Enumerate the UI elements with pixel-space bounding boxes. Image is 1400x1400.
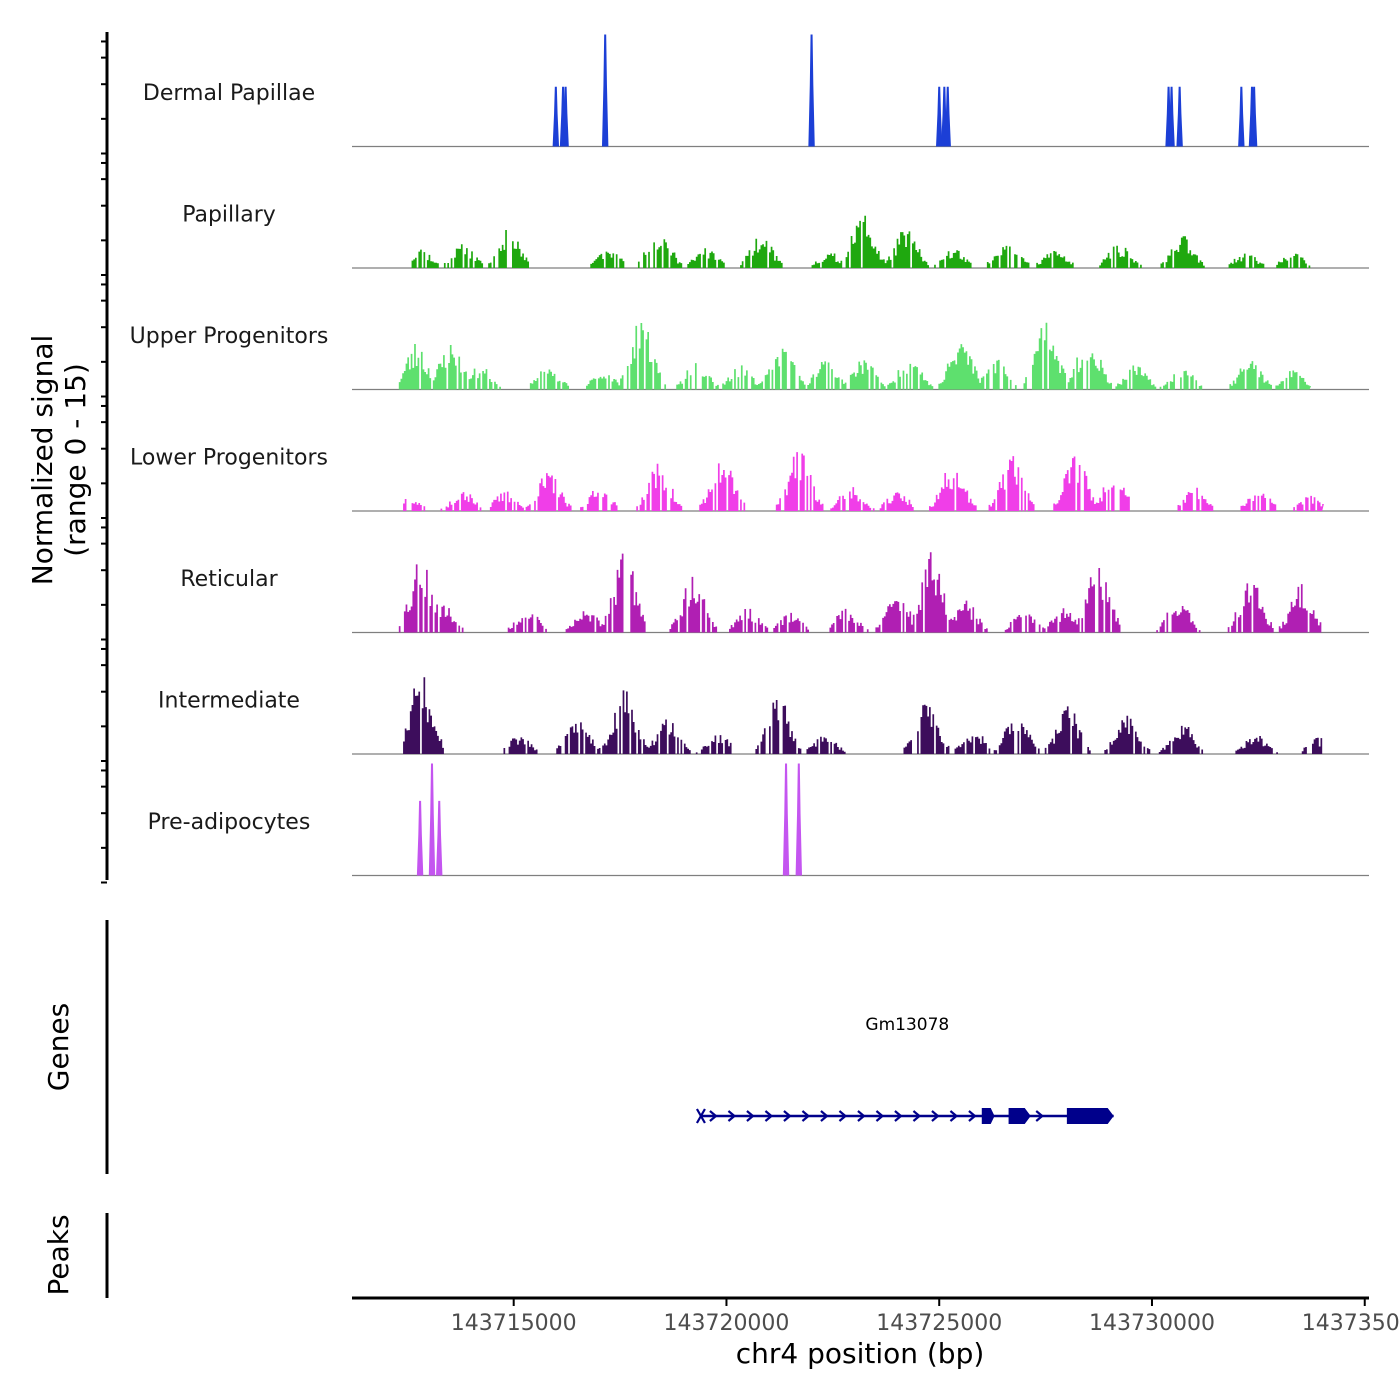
x-axis-title: chr4 position (bp) <box>736 1337 985 1370</box>
gene-track: Gm13078 <box>695 1015 1114 1124</box>
strand-arrow <box>764 1110 774 1122</box>
strand-arrow <box>949 1110 959 1122</box>
x-tick-label: 143730000 <box>1089 1311 1215 1336</box>
strand-arrow <box>801 1110 811 1122</box>
gene-name-label: Gm13078 <box>865 1015 949 1035</box>
track-label: Papillary <box>182 203 276 228</box>
signal-peak <box>436 800 443 876</box>
strand-arrow <box>857 1110 866 1122</box>
x-tick-label: 143720000 <box>663 1311 789 1336</box>
signal-peak <box>562 86 569 147</box>
track-pre-adipocytes: Pre-adipocytes <box>148 763 1369 877</box>
y-axis-title-line1: Normalized signal <box>26 335 59 586</box>
x-tick-label: 143715000 <box>451 1311 577 1336</box>
track-dermal-papillae: Dermal Papillae <box>143 34 1369 148</box>
coverage-y-ticks <box>101 40 107 884</box>
signal-area <box>411 215 1311 268</box>
track-papillary: Papillary <box>182 203 1369 269</box>
signal-area <box>398 552 1322 633</box>
signal-peak <box>1238 86 1245 147</box>
strand-arrow <box>746 1110 755 1122</box>
y-axis-title: Normalized signal (range 0 - 15) <box>26 335 92 586</box>
strand-arrow <box>894 1110 903 1122</box>
track-label: Pre-adipocytes <box>148 810 311 835</box>
track-label: Dermal Papillae <box>143 81 315 106</box>
signal-peak <box>944 86 951 147</box>
track-upper-progenitors: Upper Progenitors <box>130 322 1369 391</box>
signal-peak <box>1176 86 1183 147</box>
track-label: Upper Progenitors <box>130 324 329 349</box>
track-label: Intermediate <box>158 689 300 714</box>
x-tick-label: 143725000 <box>876 1311 1002 1336</box>
coverage-tracks: Dermal Papillae Papillary Upper Progenitor… <box>130 34 1369 877</box>
genes-panel-label: Genes <box>42 1003 75 1091</box>
signal-peak <box>795 763 802 876</box>
signal-peak <box>416 800 424 876</box>
strand-arrow <box>783 1110 792 1122</box>
gene-start-marker <box>695 1108 706 1124</box>
strand-arrow <box>912 1110 922 1122</box>
track-label: Reticular <box>180 567 278 592</box>
signal-peak <box>552 86 560 147</box>
signal-peak <box>808 34 815 147</box>
signal-peak <box>428 763 436 876</box>
track-intermediate: Intermediate <box>158 677 1369 755</box>
signal-peak <box>1250 86 1258 147</box>
track-label: Lower Progenitors <box>130 446 328 471</box>
peaks-panel-label: Peaks <box>42 1214 75 1295</box>
strand-arrow <box>709 1110 718 1122</box>
strand-arrow <box>820 1110 829 1122</box>
strand-arrow <box>1035 1110 1044 1122</box>
strand-arrow <box>931 1110 940 1122</box>
track-lower-progenitors: Lower Progenitors <box>130 446 1369 512</box>
gene-exon <box>981 1108 995 1124</box>
signal-peak <box>601 34 609 147</box>
x-axis-ticks: 143715000 143720000 143725000 143730000 1437… <box>451 1298 1400 1336</box>
strand-arrow <box>968 1110 977 1122</box>
x-tick-label: 143735000 <box>1302 1311 1400 1336</box>
track-reticular: Reticular <box>180 552 1369 634</box>
signal-area <box>403 677 1323 754</box>
strand-arrow <box>875 1110 885 1122</box>
signal-peak <box>936 86 943 147</box>
gene-exon <box>1008 1108 1031 1124</box>
signal-area <box>403 452 1324 511</box>
strand-arrow <box>838 1110 848 1122</box>
signal-peak <box>1168 86 1175 147</box>
signal-peak <box>782 763 790 876</box>
strand-arrow <box>727 1110 737 1122</box>
gene-exon <box>1066 1108 1114 1124</box>
signal-area <box>398 322 1312 390</box>
y-axis-title-line2: (range 0 - 15) <box>59 363 92 557</box>
